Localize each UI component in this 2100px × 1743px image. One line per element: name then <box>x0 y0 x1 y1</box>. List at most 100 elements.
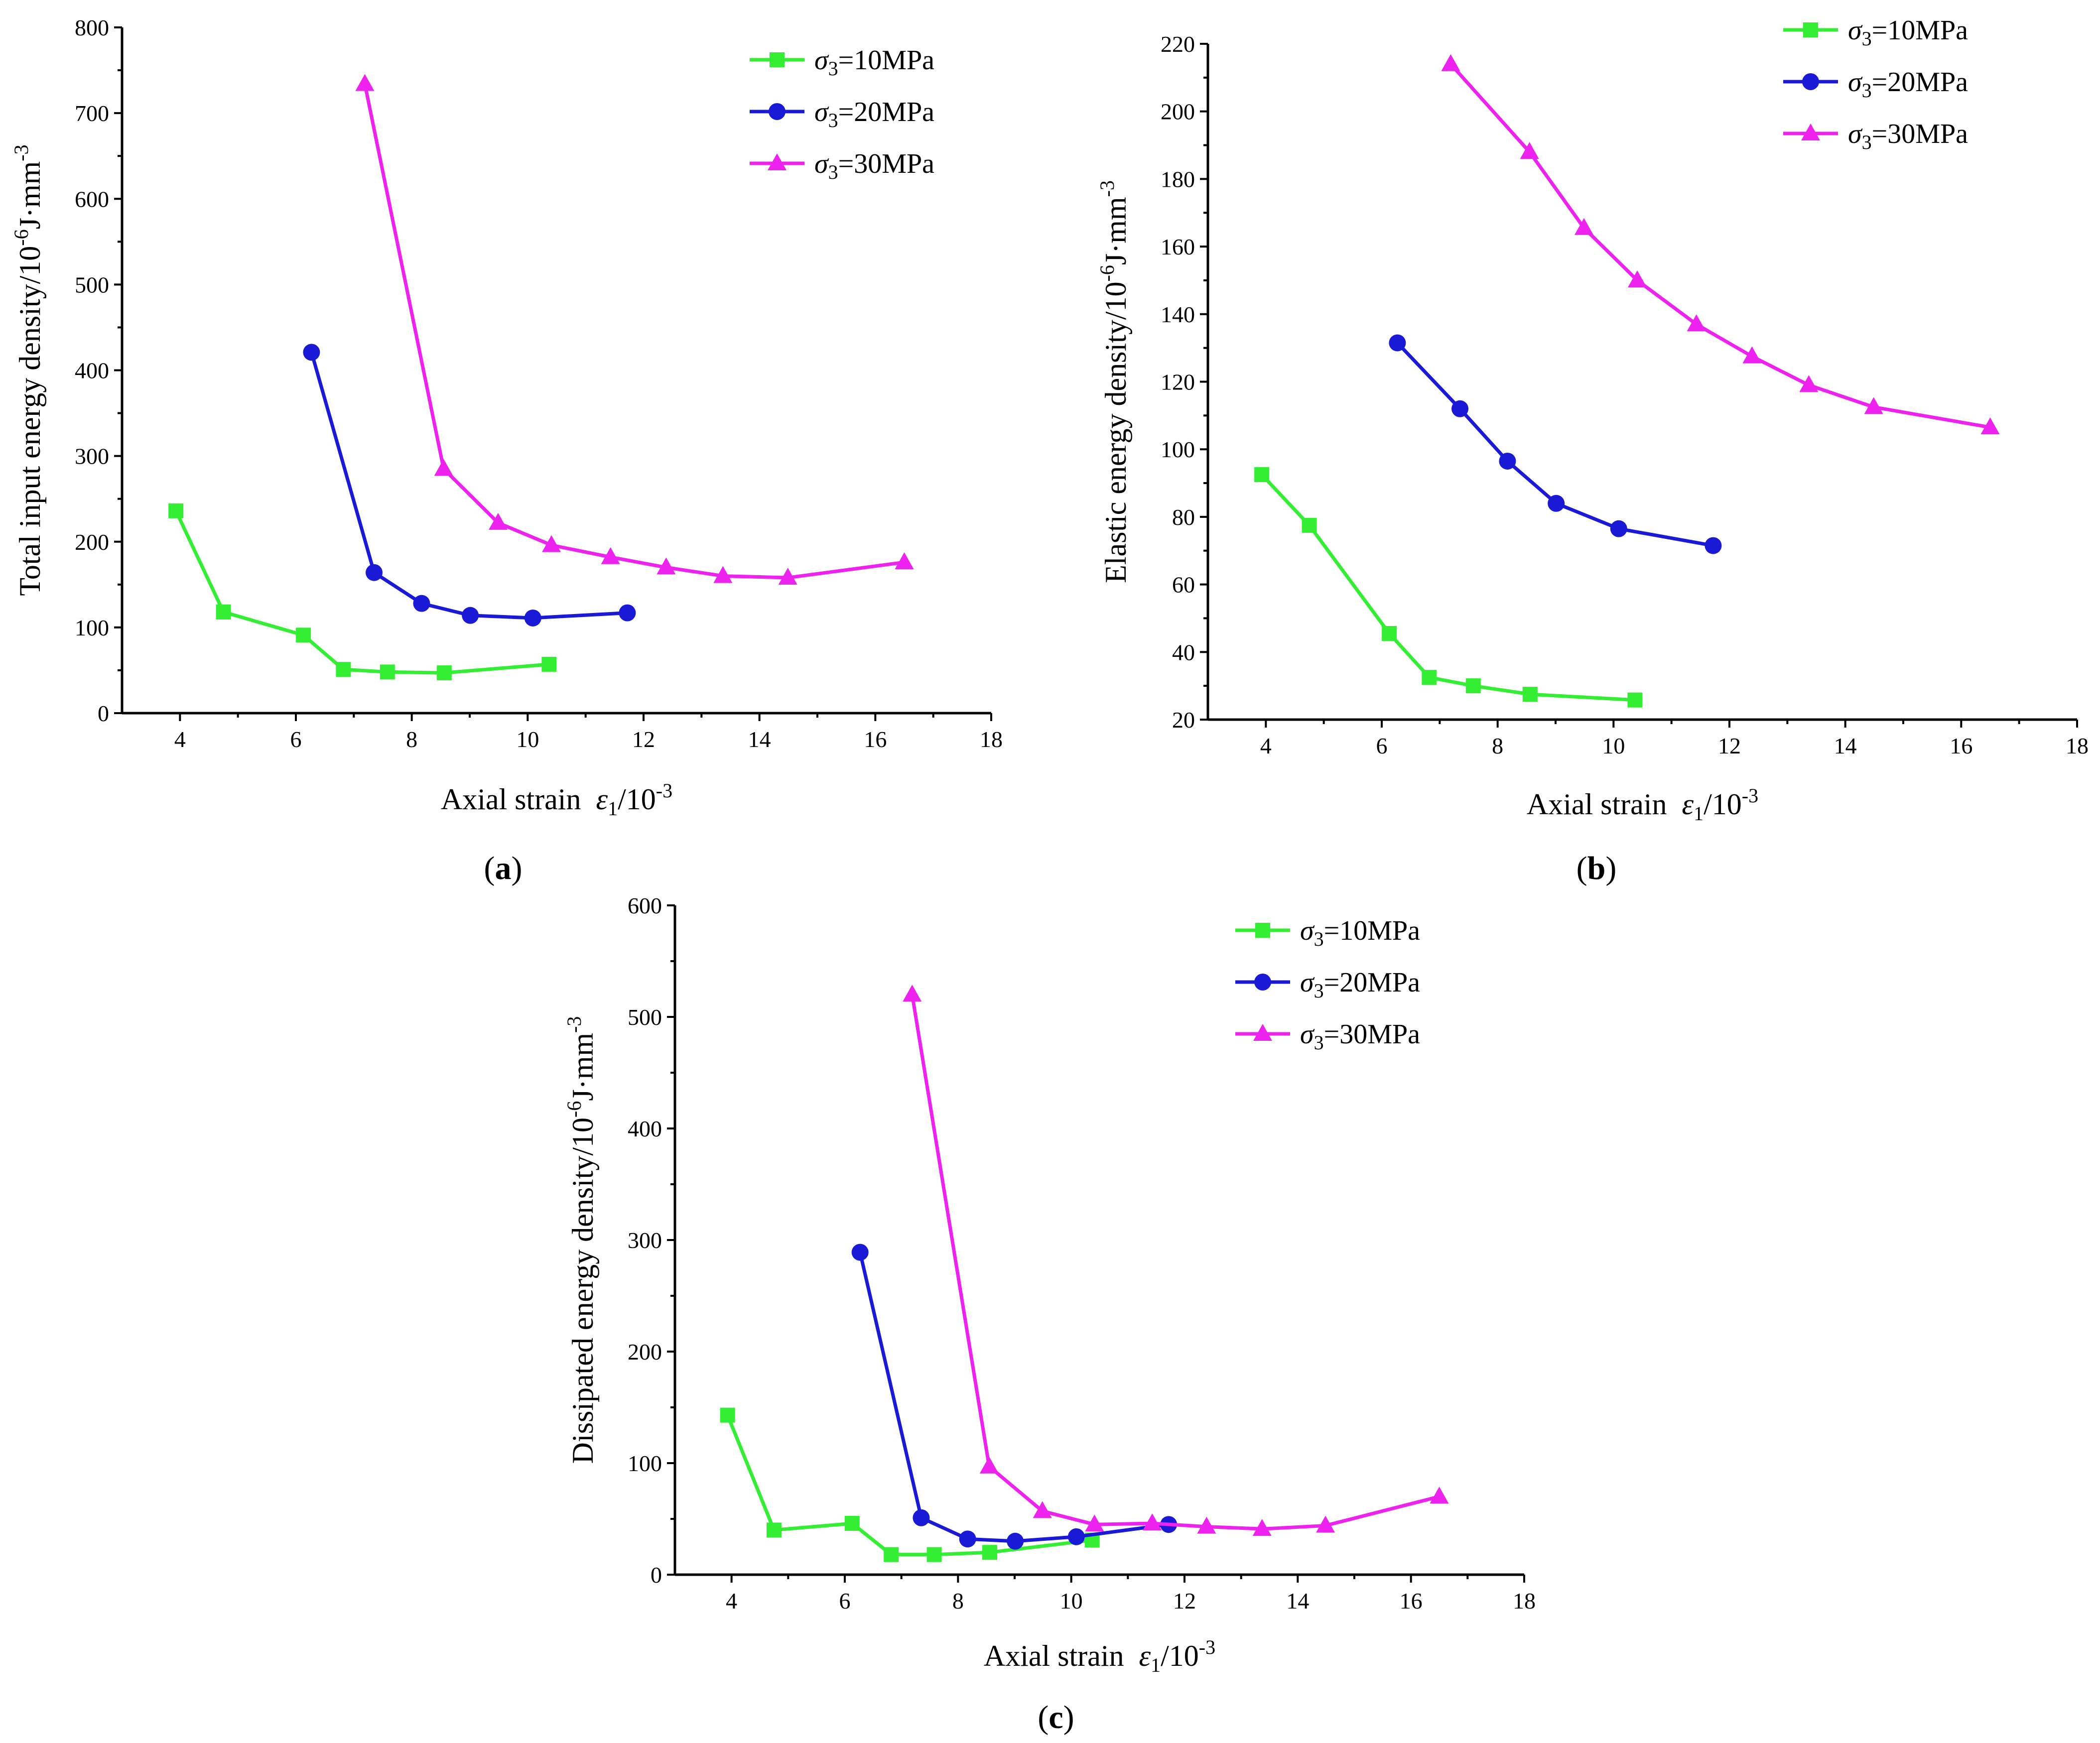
y-tick-label: 120 <box>1161 370 1195 395</box>
data-point <box>434 459 453 476</box>
series-s10 <box>720 1407 1100 1562</box>
series-line <box>726 1414 1093 1557</box>
y-tick-label: 140 <box>1161 302 1195 327</box>
legend-label: σ3=20MPa <box>1848 67 1968 102</box>
data-point <box>619 604 636 622</box>
data-point <box>1007 1532 1024 1550</box>
series-s30 <box>1441 54 2000 435</box>
legend-marker <box>768 153 787 170</box>
data-point <box>355 74 375 91</box>
x-tick-label: 12 <box>1173 1588 1196 1614</box>
x-tick-label: 6 <box>839 1588 851 1614</box>
data-point <box>1382 625 1397 641</box>
data-point <box>1302 517 1317 533</box>
legend-label: σ3=30MPa <box>1300 1019 1420 1054</box>
series-s10 <box>1254 467 1643 708</box>
data-point <box>926 1547 942 1562</box>
x-axis-title: Axial strain ε1/10-3 <box>1527 784 1758 825</box>
x-tick-label: 8 <box>1492 733 1503 758</box>
y-tick-label: 800 <box>75 15 109 40</box>
y-tick-label: 400 <box>628 1116 662 1141</box>
y-tick-label: 220 <box>1161 31 1195 57</box>
x-tick-label: 16 <box>1400 1588 1423 1614</box>
data-point <box>524 609 541 626</box>
y-tick-label: 300 <box>75 444 109 469</box>
data-point <box>1575 218 1594 235</box>
data-point <box>895 552 914 570</box>
legend-label: σ3=10MPa <box>1848 15 1968 50</box>
data-point <box>303 344 320 361</box>
data-point <box>1389 334 1406 352</box>
y-tick-label: 600 <box>75 186 109 212</box>
data-point <box>541 656 557 672</box>
data-point <box>1316 1515 1335 1533</box>
data-point <box>844 1515 860 1531</box>
x-tick-label: 12 <box>632 727 655 752</box>
legend-marker <box>1802 73 1819 90</box>
x-tick-label: 18 <box>2066 733 2089 758</box>
data-point <box>656 557 676 575</box>
x-axis-title: Axial strain ε1/10-3 <box>441 779 672 820</box>
y-tick-label: 80 <box>1172 504 1195 530</box>
data-point <box>720 1407 735 1423</box>
y-tick-label: 100 <box>1161 437 1195 462</box>
data-point <box>1742 346 1762 364</box>
series-s30 <box>355 74 914 585</box>
x-tick-label: 8 <box>406 727 417 752</box>
data-point <box>1627 692 1643 708</box>
data-point <box>1980 417 2000 435</box>
legend-marker <box>1801 124 1820 140</box>
data-point <box>979 1456 999 1474</box>
y-tick-label: 500 <box>628 1004 662 1030</box>
data-point <box>1033 1501 1052 1518</box>
data-point <box>216 604 231 620</box>
y-tick-label: 40 <box>1172 639 1195 665</box>
data-point <box>1520 142 1539 159</box>
data-point <box>1197 1516 1216 1534</box>
y-tick-label: 200 <box>628 1339 662 1365</box>
data-point <box>1499 452 1516 470</box>
y-axis-title: Total input energy density/10-6J·mm-3 <box>10 144 46 596</box>
data-point <box>1143 1513 1162 1530</box>
data-point <box>884 1547 899 1562</box>
legend-label: σ3=20MPa <box>1300 967 1420 1002</box>
data-point <box>1067 1528 1085 1545</box>
data-point <box>462 607 479 624</box>
legend-entry: σ3=30MPa <box>1235 1019 1420 1054</box>
y-tick-label: 160 <box>1161 234 1195 259</box>
data-point <box>1610 520 1627 537</box>
x-tick-label: 8 <box>952 1588 964 1614</box>
y-tick-label: 100 <box>628 1451 662 1476</box>
data-point <box>542 535 561 552</box>
x-tick-label: 6 <box>1376 733 1388 758</box>
x-axis-title: Axial strain ε1/10-3 <box>984 1636 1215 1676</box>
legend-label: σ3=30MPa <box>814 148 934 183</box>
legend-label: σ3=20MPa <box>814 97 934 131</box>
data-point <box>380 664 395 680</box>
legend-label: σ3=30MPa <box>1848 119 1968 153</box>
data-point <box>1465 678 1481 694</box>
x-tick-label: 14 <box>1286 1588 1309 1614</box>
chart-panel-b: 20 40 60 80 100 120 140 160 180 200 220 4 6 8 10 12 14 16… <box>1096 15 2089 886</box>
y-tick-label: 300 <box>628 1228 662 1253</box>
data-point <box>1687 314 1706 332</box>
legend-marker <box>1253 1024 1272 1041</box>
data-point <box>436 665 452 681</box>
y-tick-label: 100 <box>75 615 109 640</box>
series-line <box>1396 342 1714 548</box>
x-tick-label: 4 <box>174 727 186 752</box>
x-tick-label: 14 <box>1834 733 1857 758</box>
series-s30 <box>903 985 1449 1536</box>
legend-entry: σ3=10MPa <box>1235 915 1420 950</box>
series-s20 <box>851 1244 1178 1550</box>
legend-marker <box>770 52 785 67</box>
chart-panel-a: 0 100 200 300 400 500 600 700 800 4 6 8 10 12 14 16 18 Ax… <box>10 15 1003 886</box>
data-point <box>713 566 733 583</box>
x-tick-label: 18 <box>980 727 1003 752</box>
data-point <box>1422 670 1437 685</box>
x-tick-label: 4 <box>1260 733 1272 758</box>
data-point <box>489 512 508 530</box>
legend-entry: σ3=10MPa <box>750 45 934 80</box>
data-point <box>766 1522 782 1538</box>
